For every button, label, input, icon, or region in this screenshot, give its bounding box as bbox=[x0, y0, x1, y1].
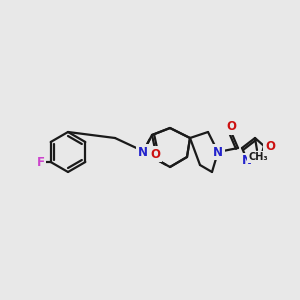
Text: O: O bbox=[150, 148, 160, 160]
Text: CH₃: CH₃ bbox=[248, 152, 268, 162]
Text: N: N bbox=[138, 146, 148, 158]
Text: O: O bbox=[226, 121, 236, 134]
Text: N: N bbox=[242, 154, 252, 167]
Text: O: O bbox=[265, 140, 275, 152]
Text: N: N bbox=[213, 146, 223, 158]
Text: F: F bbox=[37, 155, 45, 169]
